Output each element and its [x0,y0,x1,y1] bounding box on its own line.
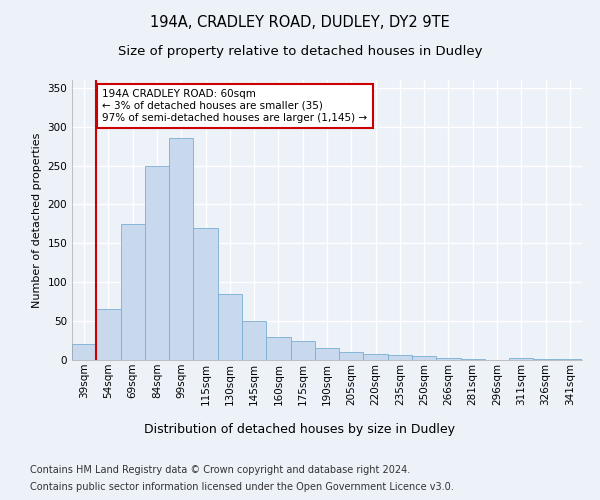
Text: Contains public sector information licensed under the Open Government Licence v3: Contains public sector information licen… [30,482,454,492]
Bar [242,321,266,360]
Bar [461,359,485,360]
Bar [290,340,315,360]
Bar [364,354,388,360]
Bar [436,358,461,360]
Bar [72,344,96,360]
Text: 194A CRADLEY ROAD: 60sqm
← 3% of detached houses are smaller (35)
97% of semi-de: 194A CRADLEY ROAD: 60sqm ← 3% of detache… [103,90,367,122]
Y-axis label: Number of detached properties: Number of detached properties [32,132,42,308]
Bar [121,224,145,360]
Bar [315,348,339,360]
Bar [339,352,364,360]
Bar [412,356,436,360]
Text: Contains HM Land Registry data © Crown copyright and database right 2024.: Contains HM Land Registry data © Crown c… [30,465,410,475]
Bar [509,358,533,360]
Bar [169,138,193,360]
Text: 194A, CRADLEY ROAD, DUDLEY, DY2 9TE: 194A, CRADLEY ROAD, DUDLEY, DY2 9TE [150,15,450,30]
Text: Size of property relative to detached houses in Dudley: Size of property relative to detached ho… [118,45,482,58]
Bar [145,166,169,360]
Bar [558,359,582,360]
Bar [96,310,121,360]
Bar [193,228,218,360]
Bar [266,336,290,360]
Bar [388,356,412,360]
Text: Distribution of detached houses by size in Dudley: Distribution of detached houses by size … [145,422,455,436]
Bar [218,294,242,360]
Bar [533,359,558,360]
